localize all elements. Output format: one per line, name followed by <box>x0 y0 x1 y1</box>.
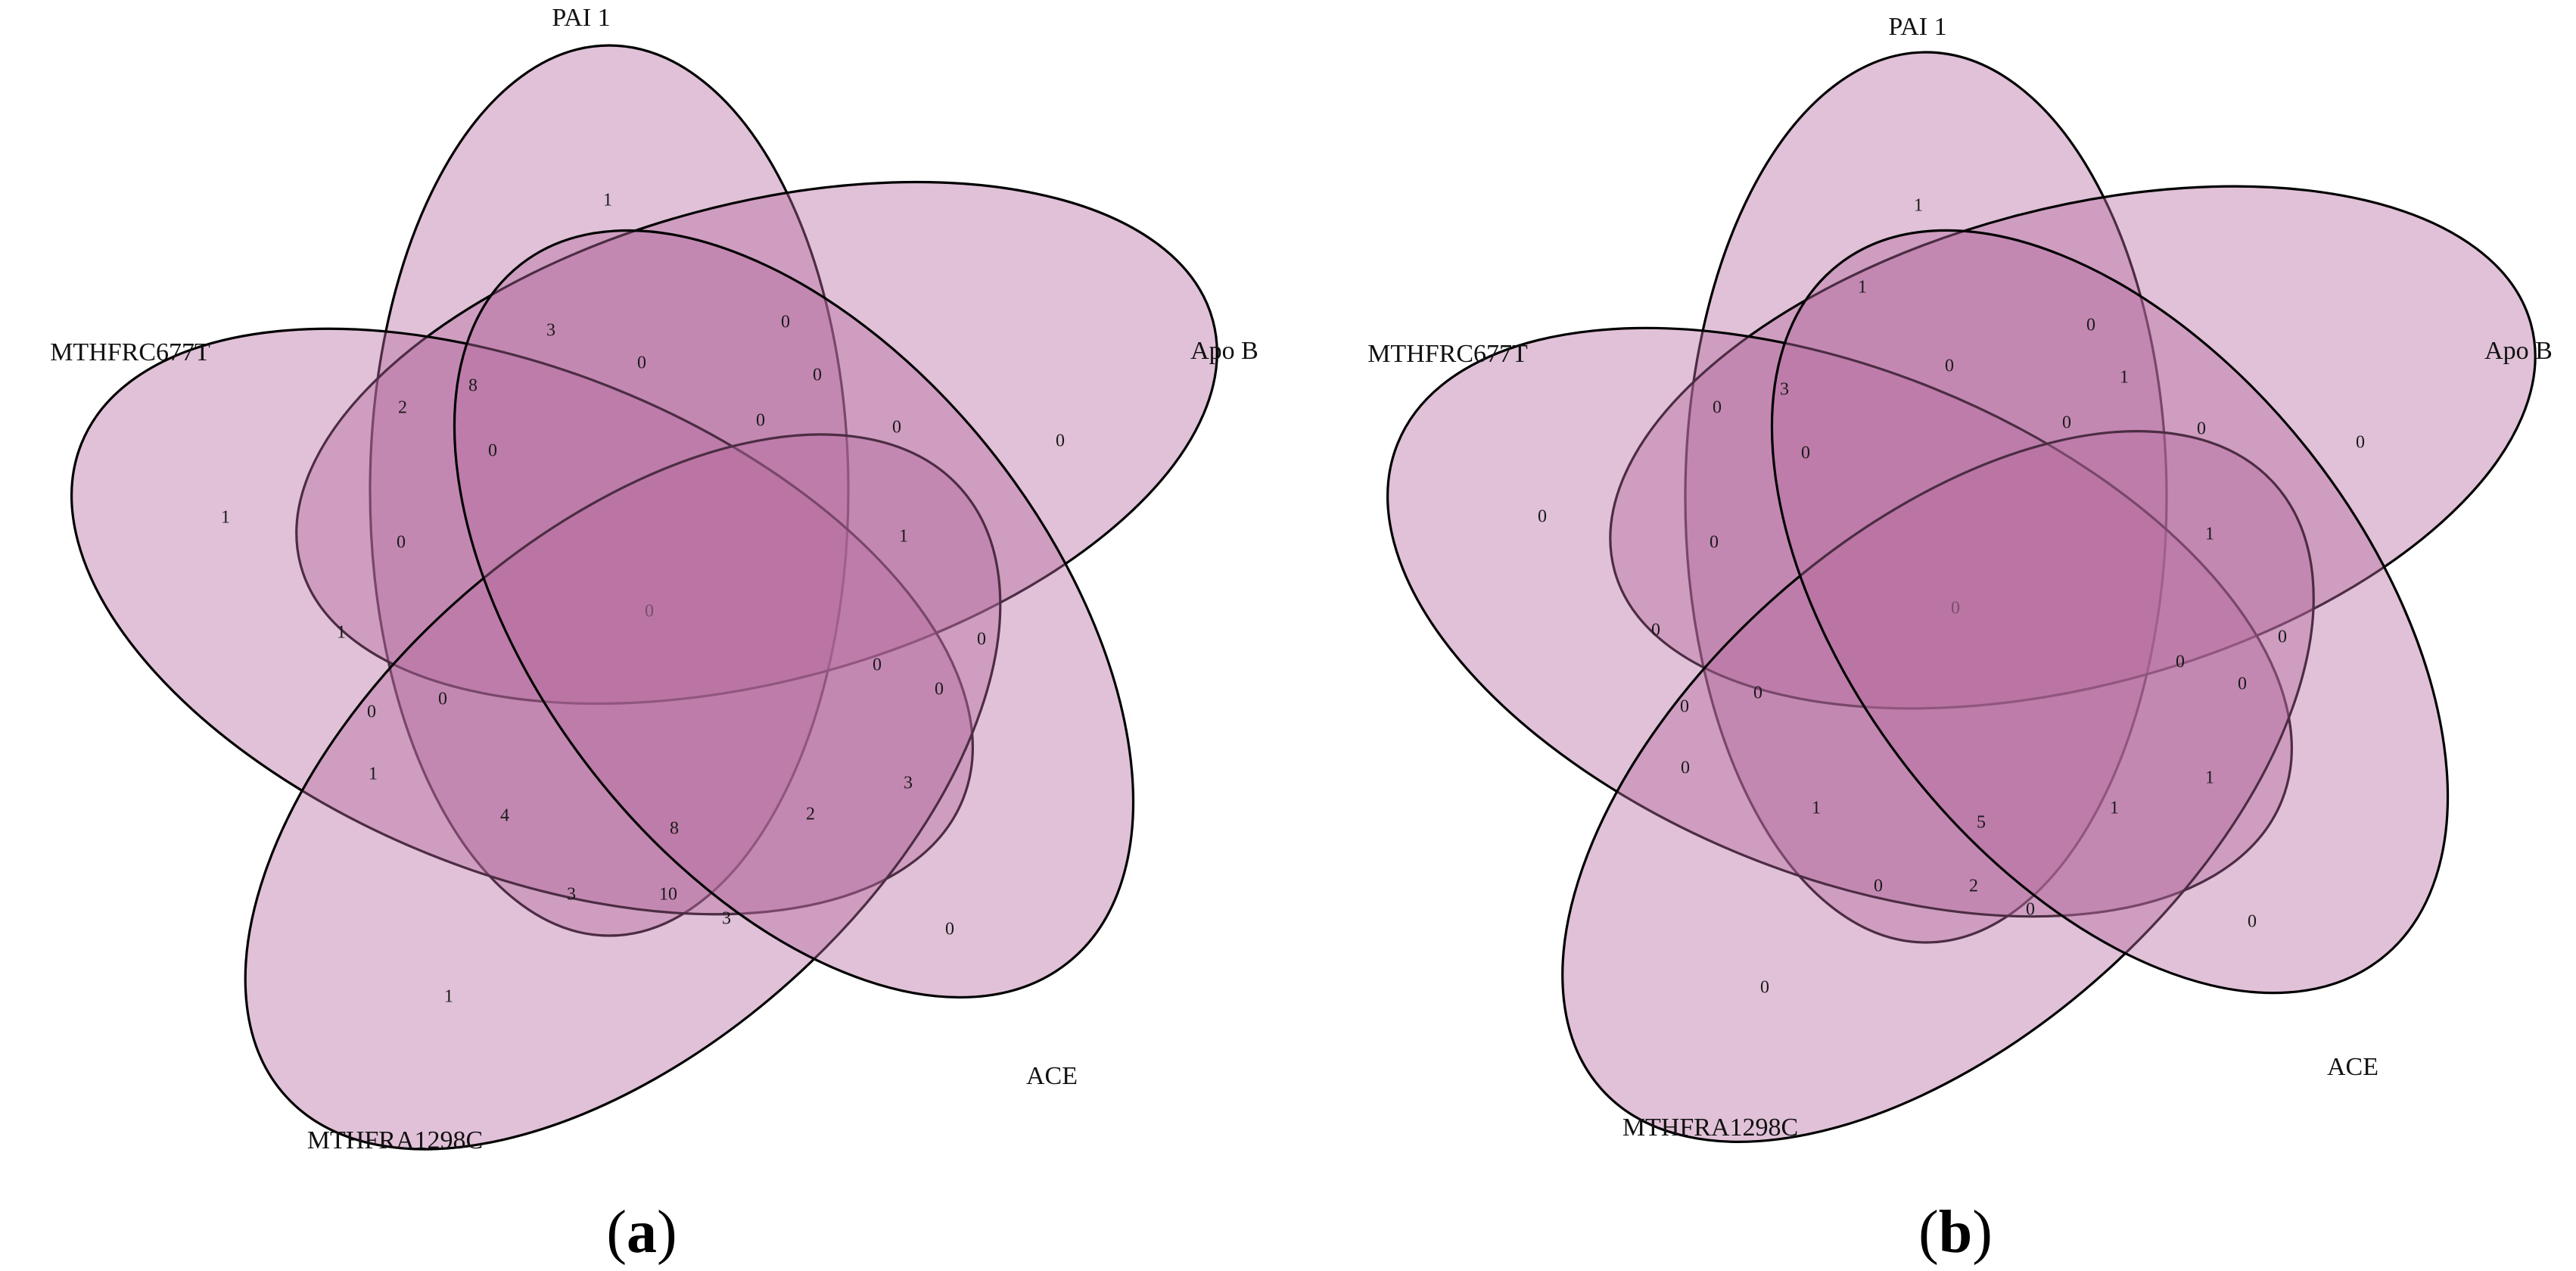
count-region: 1 <box>337 623 346 643</box>
count-only-mthfra1298c: 0 <box>1760 978 1769 998</box>
count-region: 1 <box>1858 278 1867 298</box>
ellipse-apob <box>1609 185 2537 710</box>
count-region: 0 <box>1801 444 1810 463</box>
count-region: 0 <box>2278 628 2287 647</box>
count-only-apob: 0 <box>1056 431 1065 451</box>
count-region: 0 <box>781 313 790 332</box>
count-region: 0 <box>873 656 882 675</box>
count-region: 0 <box>1713 398 1722 418</box>
count-region: 3 <box>722 909 731 929</box>
count-region: 0 <box>813 366 822 385</box>
region-counts-b: 1 0 0 0 0 1 0 1 0 3 0 0 0 1 0 0 0 0 0 0 … <box>1538 196 2365 998</box>
count-only-pai1: 1 <box>1914 196 1923 216</box>
count-only-pai1: 1 <box>603 191 612 210</box>
set-label-apob: Apo B <box>2484 337 2553 365</box>
count-only-mthfra1298c: 1 <box>444 987 453 1007</box>
ellipse-apob <box>295 180 1218 706</box>
count-region: 1 <box>2205 525 2214 544</box>
set-label-pai1: PAI 1 <box>1888 13 1946 41</box>
ellipse-ace <box>1770 229 2450 995</box>
count-center-all: 0 <box>1951 599 1960 618</box>
count-region: 0 <box>2026 900 2035 920</box>
count-region: 0 <box>2197 419 2206 439</box>
set-label-pai1: PAI 1 <box>552 4 610 32</box>
ellipse-mthfrc677t <box>1386 326 2293 918</box>
region-counts-a: 1 0 1 1 0 3 0 0 0 8 2 0 0 1 1 0 0 0 0 0 … <box>221 191 1065 1007</box>
set-label-apob: Apo B <box>1190 337 1258 365</box>
ellipse-pai1 <box>1684 51 2168 944</box>
count-region: 0 <box>2086 316 2095 335</box>
count-region: 1 <box>899 527 908 547</box>
count-region: 1 <box>2110 799 2119 818</box>
venn-panel-b: PAI 1 Apo B MTHFRC677T MTHFRA1298C ACE 1… <box>1367 13 2553 1266</box>
panel-label-a: (a) <box>606 1199 677 1266</box>
count-region: 1 <box>2120 368 2129 388</box>
count-only-ace: 0 <box>945 920 954 939</box>
count-region: 3 <box>567 885 576 905</box>
count-only-mthfrc677t: 1 <box>221 508 230 528</box>
count-region: 0 <box>1681 759 1690 778</box>
count-region: 0 <box>488 441 497 461</box>
count-region: 2 <box>1969 877 1978 896</box>
count-region: 0 <box>1753 684 1762 703</box>
count-region: 8 <box>670 819 679 839</box>
set-label-mthfra1298c: MTHFRA1298C <box>307 1126 483 1154</box>
count-region: 0 <box>935 680 944 699</box>
count-region: 5 <box>1977 813 1986 833</box>
count-center-all: 0 <box>645 602 654 621</box>
count-region: 0 <box>637 354 646 373</box>
count-region: 0 <box>2238 674 2247 694</box>
count-region: 1 <box>369 765 378 784</box>
count-region: 1 <box>1812 799 1821 818</box>
count-region: 8 <box>468 376 478 396</box>
count-region: 0 <box>438 690 447 709</box>
count-region: 0 <box>2176 653 2185 672</box>
count-region: 0 <box>397 533 406 553</box>
count-only-apob: 0 <box>2356 433 2365 453</box>
count-region: 3 <box>1780 380 1789 400</box>
count-region: 0 <box>1680 697 1689 717</box>
count-region: 0 <box>367 702 376 722</box>
count-region: 0 <box>1710 533 1719 553</box>
count-region: 0 <box>892 418 901 438</box>
count-region: 2 <box>806 805 815 824</box>
count-region: 10 <box>659 885 677 905</box>
count-region: 0 <box>756 411 765 431</box>
panel-label-b: (b) <box>1918 1199 1993 1266</box>
ellipse-ace <box>453 229 1135 999</box>
count-only-ace: 0 <box>2248 912 2257 932</box>
set-label-ace: ACE <box>2327 1053 2378 1081</box>
count-region: 2 <box>398 398 407 418</box>
set-label-ace: ACE <box>1026 1062 1078 1090</box>
count-region: 3 <box>904 774 913 793</box>
ellipse-mthfra1298c <box>1561 430 2315 1143</box>
count-region: 0 <box>977 630 986 650</box>
venn-panel-a: PAI 1 Apo B MTHFRC677T MTHFRA1298C ACE 1… <box>50 4 1258 1266</box>
set-label-mthfrc677t: MTHFRC677T <box>1367 340 1528 368</box>
count-region: 1 <box>2205 768 2214 788</box>
count-region: 0 <box>1651 621 1660 640</box>
ellipse-mthfrc677t <box>70 327 974 916</box>
count-only-mthfrc677t: 0 <box>1538 507 1547 527</box>
ellipse-mthfra1298c <box>244 433 1002 1151</box>
count-region: 0 <box>1874 877 1883 896</box>
set-label-mthfra1298c: MTHFRA1298C <box>1622 1114 1798 1142</box>
count-region: 0 <box>2062 413 2071 433</box>
set-label-mthfrc677t: MTHFRC677T <box>50 338 210 366</box>
count-region: 4 <box>500 806 509 826</box>
count-region: 3 <box>546 321 555 341</box>
count-region: 0 <box>1945 357 1954 376</box>
ellipse-pai1 <box>369 44 850 937</box>
